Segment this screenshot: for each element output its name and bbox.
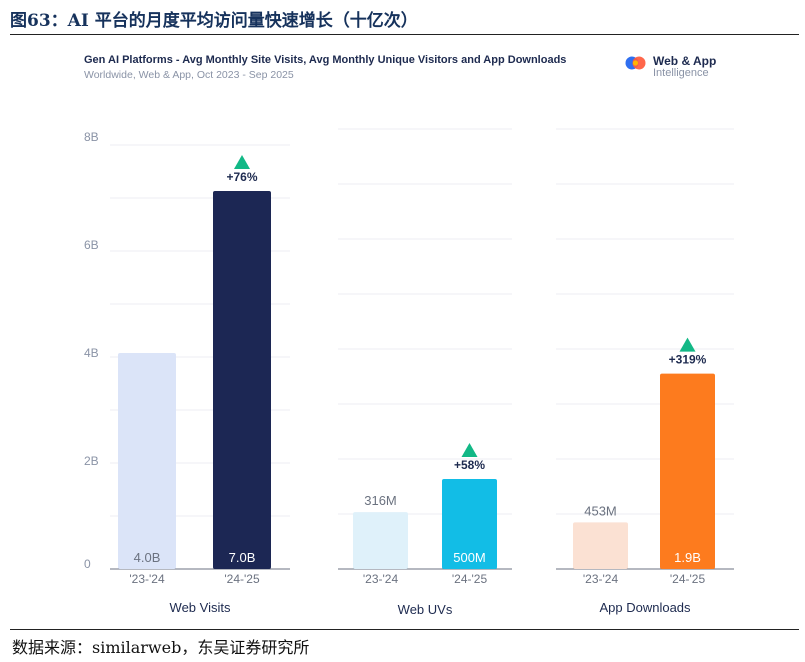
figure-title: 图63：AI 平台的月度平均访问量快速增长（十亿次） [10,11,418,31]
x-tick-label: '24-'25 [452,572,488,586]
brand-name: Web & App [653,54,717,68]
bar [213,191,271,569]
source-divider [10,629,799,630]
bar [660,373,715,569]
chart-subtitle: Worldwide, Web & App, Oct 2023 - Sep 202… [84,69,294,81]
data-label: 4.0B [134,550,161,565]
growth-label: +76% [226,170,257,184]
chart-title: Gen AI Platforms - Avg Monthly Site Visi… [84,54,567,66]
brand-badge: Web & App Intelligence [625,53,735,81]
growth-label: +319% [669,353,707,367]
y-tick-label: 2B [84,454,99,468]
bar [573,522,628,569]
y-tick-label: 6B [84,238,99,252]
up-arrow-icon [679,337,696,352]
y-tick-label: 0 [84,557,91,571]
data-label: 1.9B [674,550,701,565]
data-source: 数据来源：similarweb，东吴证券研究所 [12,638,310,657]
brand-subtitle: Intelligence [653,67,709,79]
data-label: 453M [584,503,617,518]
x-tick-label: '23-'24 [129,572,165,586]
x-tick-label: '24-'25 [670,572,706,586]
up-arrow-icon [461,443,478,457]
data-label: 316M [364,493,397,508]
bar [442,479,497,569]
bar [118,353,176,569]
data-label: 7.0B [229,550,256,565]
similarweb-logo-icon [625,56,646,70]
panel-title: Web UVs [398,602,453,617]
y-tick-label: 8B [84,130,99,144]
panel-title: App Downloads [599,600,691,615]
bar [353,512,408,569]
title-divider [10,34,799,35]
y-tick-label: 4B [84,346,99,360]
up-arrow-icon [234,155,250,169]
panel-title: Web Visits [170,600,231,615]
x-tick-label: '24-'25 [224,572,260,586]
growth-label: +58% [454,458,485,472]
x-tick-label: '23-'24 [583,572,619,586]
x-tick-label: '23-'24 [363,572,399,586]
data-label: 500M [453,550,486,565]
